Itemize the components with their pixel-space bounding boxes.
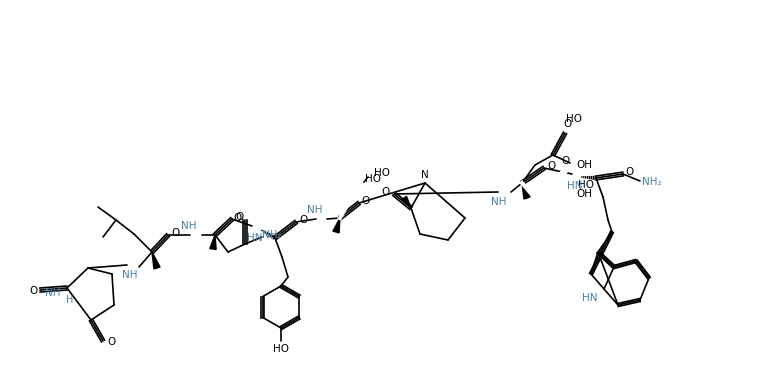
Text: HO: HO bbox=[578, 180, 594, 190]
Text: NH: NH bbox=[122, 270, 138, 280]
Text: O: O bbox=[299, 215, 307, 225]
Text: HN: HN bbox=[568, 181, 583, 191]
Text: O: O bbox=[382, 187, 390, 197]
Text: N: N bbox=[421, 170, 429, 180]
Text: O: O bbox=[171, 228, 179, 238]
Text: O: O bbox=[234, 213, 242, 223]
Text: NH: NH bbox=[491, 197, 507, 207]
Text: O: O bbox=[564, 119, 572, 129]
Text: O: O bbox=[561, 156, 569, 166]
Text: NH: NH bbox=[181, 221, 197, 231]
Text: HN: HN bbox=[248, 233, 263, 243]
Text: HO: HO bbox=[566, 114, 582, 124]
Text: O: O bbox=[547, 161, 555, 171]
Text: O: O bbox=[626, 167, 634, 177]
Text: OH: OH bbox=[576, 160, 592, 170]
Text: O: O bbox=[29, 286, 37, 296]
Polygon shape bbox=[522, 183, 530, 199]
Text: O: O bbox=[362, 196, 370, 206]
Polygon shape bbox=[333, 218, 340, 233]
Text: HO: HO bbox=[374, 168, 390, 178]
Text: HN: HN bbox=[582, 293, 598, 303]
Text: NH: NH bbox=[308, 205, 323, 215]
Polygon shape bbox=[152, 252, 160, 269]
Text: NH₂: NH₂ bbox=[262, 230, 281, 240]
Text: O: O bbox=[107, 337, 115, 347]
Text: HO: HO bbox=[273, 344, 289, 354]
Text: NH: NH bbox=[45, 288, 61, 298]
Text: NH₂: NH₂ bbox=[642, 177, 662, 187]
Polygon shape bbox=[401, 196, 411, 208]
Text: H: H bbox=[66, 295, 74, 305]
Text: HO: HO bbox=[365, 174, 381, 184]
Polygon shape bbox=[210, 235, 216, 250]
Text: OH: OH bbox=[576, 189, 592, 199]
Text: O: O bbox=[235, 212, 243, 222]
